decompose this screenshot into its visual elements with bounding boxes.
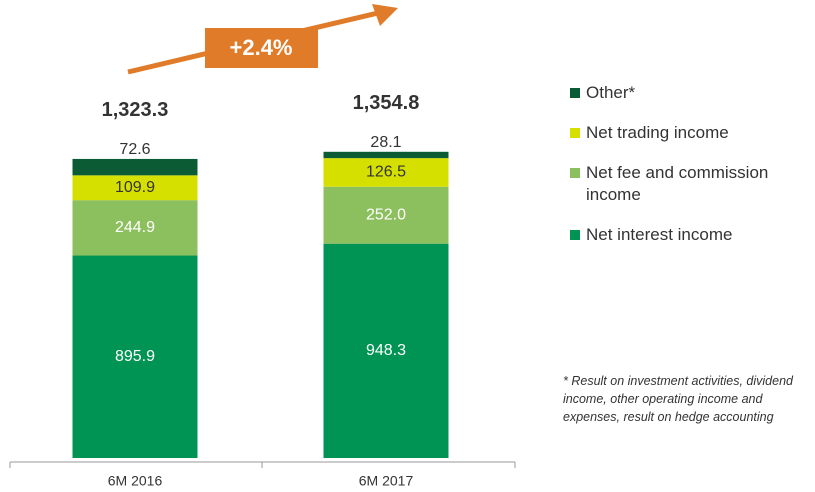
data-label: 895.9 [115,348,155,365]
legend-label: Net interest income [586,225,733,244]
bar-segment [72,255,198,458]
data-label: 126.5 [366,164,406,181]
legend-swatch [570,168,580,178]
legend-item: Other* [570,82,815,104]
annotation-box [205,28,318,68]
legend-label: Net fee and commission income [586,163,769,204]
x-tick-label: 6M 2017 [359,473,414,489]
data-label: 72.6 [119,141,150,158]
bar-segment [72,158,198,176]
legend-label: Other* [586,83,636,102]
legend-swatch [570,230,580,240]
annotation: +2.4% [230,35,293,60]
bar-segment [323,158,449,187]
legend-swatch [570,88,580,98]
legend-item: Net interest income [570,224,815,246]
data-label: 244.9 [115,219,155,236]
bar-segment [72,200,198,256]
total-label: 1,354.8 [353,92,420,114]
bar-segment [72,175,198,201]
bar-segment [323,243,449,458]
footnote: * Result on investment activities, divid… [563,374,793,424]
data-label: 252.0 [366,206,406,223]
data-label: 28.1 [370,134,401,151]
bar-segment [323,186,449,244]
x-tick-label: 6M 2016 [108,473,163,489]
legend-item: Net trading income [570,122,815,144]
legend: Other* Net trading income Net fee and comm… [570,82,815,264]
arrow-head [372,4,398,26]
legend-swatch [570,128,580,138]
bar-segment [323,151,449,159]
data-label: 948.3 [366,342,406,359]
legend-item: Net fee and commission income [570,162,815,206]
legend-label: Net trading income [586,123,729,142]
total-label: 1,323.3 [102,99,169,121]
data-label: 109.9 [115,179,155,196]
